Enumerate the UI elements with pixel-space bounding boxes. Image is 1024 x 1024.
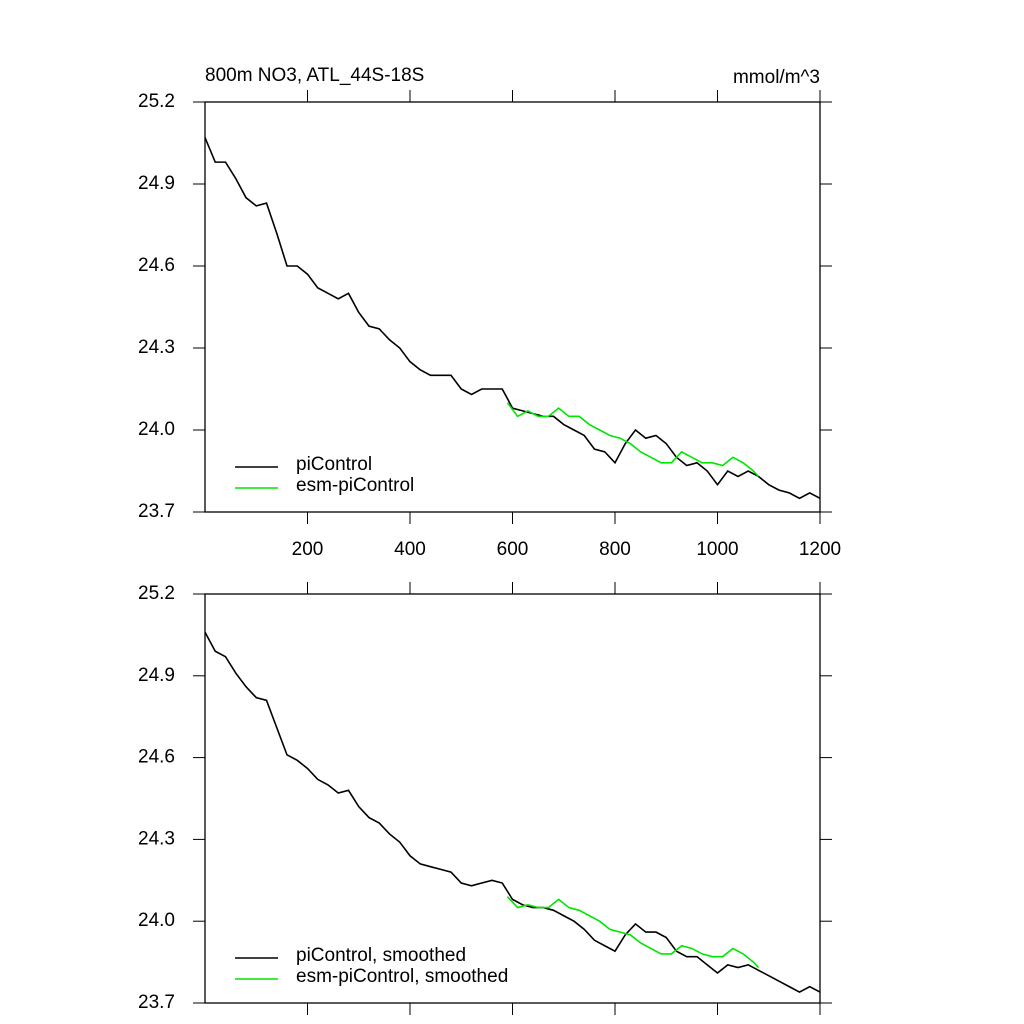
x-tick-label: 800 — [599, 539, 631, 560]
series-line — [204, 137, 821, 500]
y-tick-label: 25.2 — [138, 91, 175, 112]
legend-label: esm-piControl, smoothed — [296, 966, 508, 987]
units-label: mmol/m^3 — [733, 67, 820, 88]
legend-label: piControl — [296, 454, 372, 475]
series-line — [204, 631, 821, 993]
y-tick-label: 24.0 — [138, 910, 175, 931]
y-tick-label: 24.9 — [138, 665, 175, 686]
y-tick-label: 24.3 — [138, 337, 175, 358]
plot-frame — [204, 593, 821, 1004]
y-tick-label: 24.6 — [138, 747, 175, 768]
y-tick-label: 24.0 — [138, 419, 175, 440]
y-tick-label: 23.7 — [138, 501, 175, 522]
legend-label: esm-piControl — [296, 475, 414, 496]
x-tick-label: 1000 — [696, 539, 738, 560]
y-tick-label: 23.7 — [138, 992, 175, 1013]
plot-frame — [204, 101, 821, 513]
x-tick-label: 600 — [497, 539, 529, 560]
legend-label: piControl, smoothed — [296, 945, 466, 966]
x-tick-label: 1200 — [799, 539, 841, 560]
y-tick-label: 24.6 — [138, 255, 175, 276]
y-tick-label: 25.2 — [138, 583, 175, 604]
series-line — [506, 896, 760, 969]
x-tick-label: 200 — [292, 539, 324, 560]
y-tick-label: 24.9 — [138, 173, 175, 194]
chart-title: 800m NO3, ATL_44S-18S — [205, 65, 424, 86]
y-tick-label: 24.3 — [138, 828, 175, 849]
series-line — [506, 402, 760, 478]
x-tick-label: 400 — [394, 539, 426, 560]
